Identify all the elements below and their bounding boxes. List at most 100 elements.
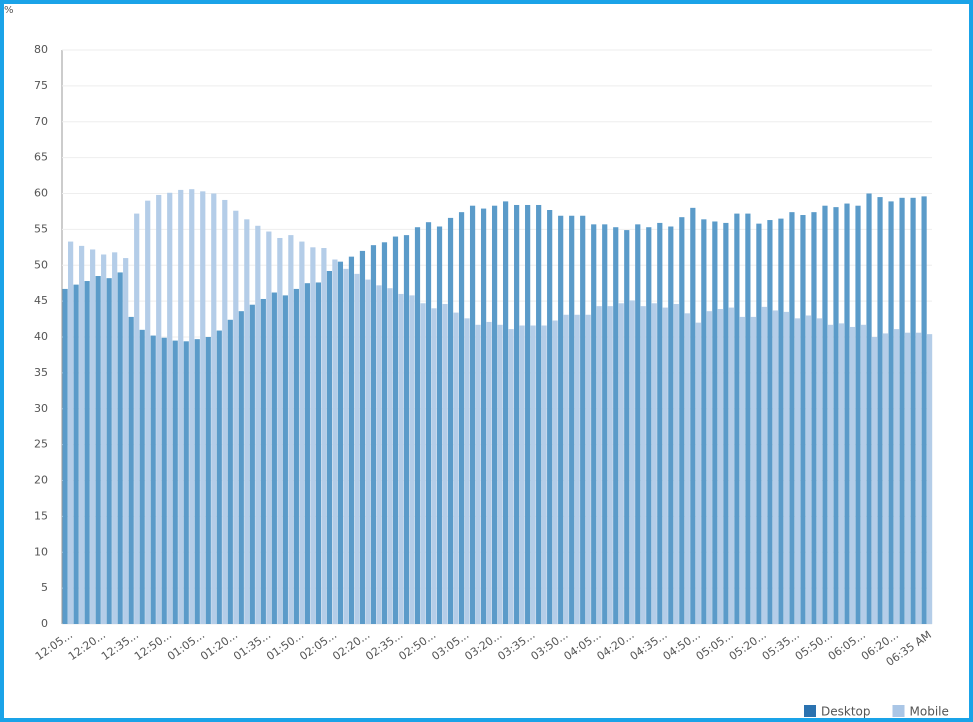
bar xyxy=(519,325,525,624)
bar xyxy=(596,306,602,624)
bar xyxy=(354,273,360,624)
bar xyxy=(695,322,701,624)
bar xyxy=(871,337,878,624)
bar xyxy=(811,212,817,624)
bar xyxy=(156,194,162,624)
bar xyxy=(580,215,586,624)
bar xyxy=(899,197,905,624)
bar xyxy=(662,307,668,624)
bar xyxy=(189,189,195,624)
bar xyxy=(464,318,470,624)
bar xyxy=(398,293,404,624)
bar xyxy=(503,201,509,624)
bar xyxy=(591,224,597,625)
bar xyxy=(469,205,476,624)
y-tick-label: 60 xyxy=(34,187,48,200)
bar xyxy=(255,225,261,624)
bar xyxy=(525,204,531,625)
bar xyxy=(723,222,729,625)
bar xyxy=(706,311,712,624)
bar xyxy=(514,204,520,625)
bar xyxy=(530,325,536,624)
bar xyxy=(112,252,118,624)
bar xyxy=(701,219,707,624)
bar xyxy=(403,235,410,625)
y-tick-label: 65 xyxy=(34,151,48,164)
bar xyxy=(602,224,608,625)
bar xyxy=(458,212,465,624)
bar xyxy=(310,247,316,624)
bar xyxy=(359,250,366,624)
bar xyxy=(194,339,200,624)
bar xyxy=(684,313,690,624)
bar xyxy=(860,324,867,624)
bar xyxy=(761,306,768,624)
bar xyxy=(447,217,454,624)
bar xyxy=(332,259,338,624)
bar xyxy=(315,282,321,624)
bar xyxy=(926,334,933,624)
bar xyxy=(651,303,657,624)
bar xyxy=(893,329,900,624)
bar xyxy=(90,249,96,624)
bar xyxy=(381,242,388,625)
bar xyxy=(552,320,558,624)
bar xyxy=(299,241,305,624)
bar xyxy=(480,208,487,624)
bar xyxy=(915,332,922,624)
bar xyxy=(337,261,344,624)
bar xyxy=(855,205,861,624)
bar xyxy=(877,197,883,624)
bar xyxy=(921,196,927,624)
bar xyxy=(62,288,68,624)
bar xyxy=(205,337,211,624)
bar xyxy=(541,325,547,624)
bar xyxy=(838,323,845,624)
bar xyxy=(866,193,872,624)
bar xyxy=(827,324,834,624)
bar xyxy=(712,221,718,625)
bar xyxy=(134,213,140,624)
y-tick-label: 20 xyxy=(34,474,48,487)
bar xyxy=(161,337,167,624)
bar xyxy=(739,316,745,624)
bar xyxy=(227,319,233,624)
bar xyxy=(558,215,564,624)
bar xyxy=(73,284,79,624)
bar xyxy=(293,288,299,624)
bar xyxy=(172,340,178,624)
y-tick-label: 80 xyxy=(34,43,48,56)
bar xyxy=(640,306,646,624)
y-tick-label: 40 xyxy=(34,330,48,343)
y-tick-label: 30 xyxy=(34,402,48,415)
bar xyxy=(750,316,756,624)
bar xyxy=(618,303,624,624)
bar xyxy=(326,270,333,624)
bar xyxy=(668,226,674,624)
bar xyxy=(145,200,151,625)
bar xyxy=(904,332,911,624)
bar xyxy=(123,258,129,624)
bar xyxy=(849,326,856,624)
bar xyxy=(536,204,542,625)
legend-label: Desktop xyxy=(821,705,871,719)
bar xyxy=(106,278,112,624)
bar xyxy=(211,193,217,624)
bar xyxy=(624,230,630,624)
bar xyxy=(734,213,740,624)
bar xyxy=(271,292,277,624)
bar xyxy=(95,276,101,624)
bar xyxy=(442,303,448,624)
legend-swatch xyxy=(892,705,905,717)
bar xyxy=(244,219,250,624)
bar xyxy=(657,222,663,625)
bar xyxy=(888,201,894,624)
bar xyxy=(238,311,244,624)
bar xyxy=(574,314,580,624)
bar xyxy=(728,307,734,624)
bar xyxy=(365,279,371,624)
bar xyxy=(376,285,382,624)
y-tick-label: 70 xyxy=(34,115,48,128)
bar xyxy=(569,215,575,624)
bar xyxy=(772,310,779,624)
